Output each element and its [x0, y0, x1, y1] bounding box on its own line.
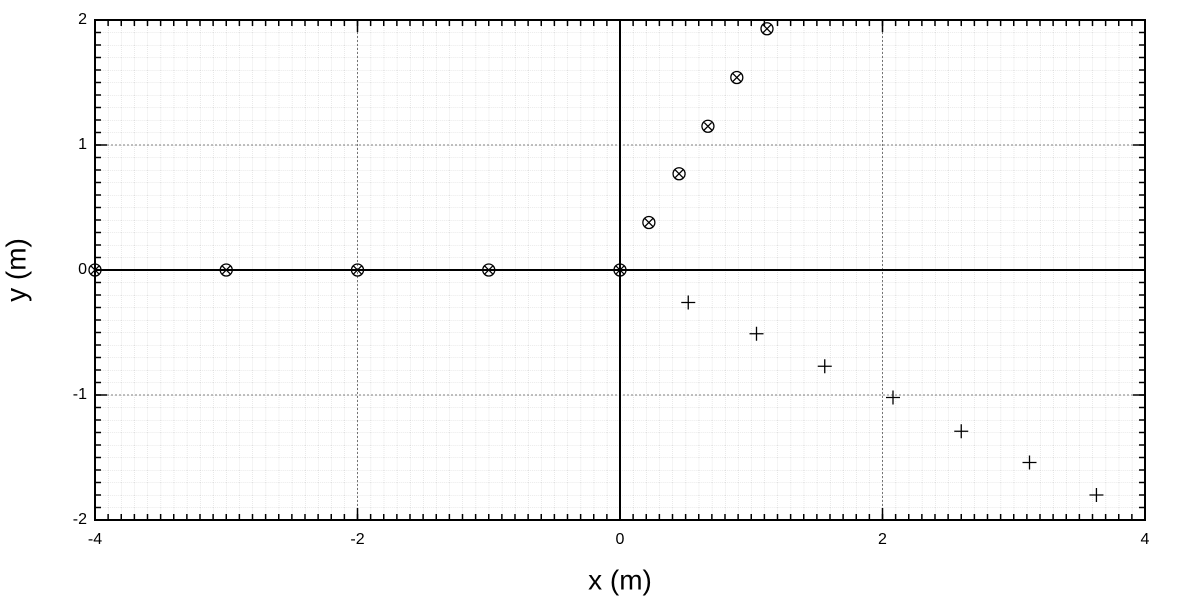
y-tick-label: 2	[78, 11, 87, 28]
y-tick-label: 1	[78, 136, 87, 153]
y-tick-label: -2	[73, 511, 87, 528]
x-tick-label: -4	[88, 531, 102, 548]
x-tick-label: -2	[350, 531, 364, 548]
point	[954, 424, 969, 439]
y-tick-label: -1	[73, 386, 87, 403]
point	[1089, 488, 1104, 502]
point	[701, 119, 715, 133]
y-axis-title: y (m)	[0, 238, 31, 302]
point	[760, 22, 774, 36]
x-tick-label: 4	[1141, 531, 1150, 548]
x-tick-label: 0	[616, 531, 625, 548]
point	[672, 167, 686, 181]
point	[350, 263, 365, 277]
point	[749, 326, 764, 341]
x-axis-title: x (m)	[588, 564, 652, 595]
point	[1022, 455, 1037, 470]
point	[482, 263, 496, 277]
x-tick-label: 2	[878, 531, 887, 548]
y-tick-label: 0	[78, 261, 87, 278]
point	[642, 215, 656, 230]
point	[219, 263, 233, 277]
point	[730, 70, 744, 85]
point	[681, 295, 696, 310]
point	[817, 359, 832, 374]
point	[613, 263, 627, 277]
point	[886, 390, 900, 405]
point	[88, 263, 102, 277]
